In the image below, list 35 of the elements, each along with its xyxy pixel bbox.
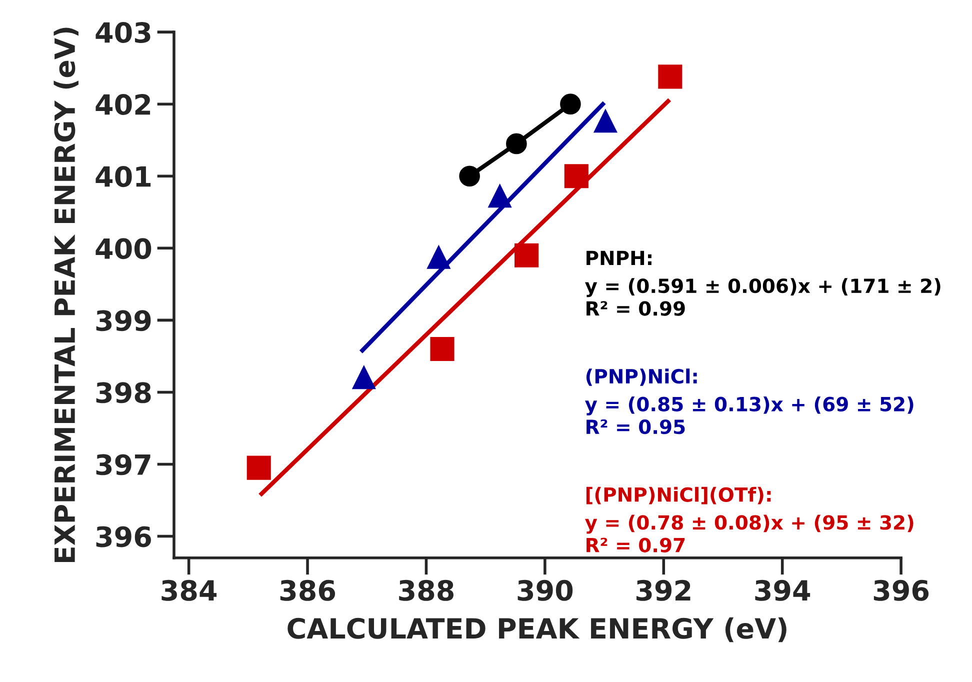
y-tick-label: 401: [96, 166, 151, 188]
y-axis-title: EXPERIMENTAL PEAK ENERGY (eV): [54, 28, 78, 562]
text: [(PNP)NiCl](OTf):: [586, 486, 771, 504]
point: [514, 243, 539, 268]
y-tick-label: 399: [96, 310, 151, 332]
x-tick-label: 384: [162, 580, 217, 601]
point: [564, 164, 588, 188]
x-tick-label: 392: [636, 580, 690, 601]
x-tick-label: 394: [755, 580, 810, 601]
text: (PNP)NiCl:: [586, 368, 697, 386]
y-tick-label: 397: [96, 454, 150, 476]
y-tick-label: 398: [96, 382, 151, 404]
point: [426, 244, 451, 269]
annotation: y = (0.85 ± 0.13)x + (69 ± 52) R² = 0.95: [585, 396, 914, 434]
y-tick-label: 403: [96, 22, 150, 43]
point: [658, 64, 682, 89]
point: [593, 108, 618, 133]
point: [488, 184, 512, 208]
point: [560, 94, 581, 114]
x-tick-label: 388: [399, 580, 454, 601]
point: [430, 336, 454, 362]
x-axis-title: CALCULATED PEAK ENERGY (eV): [288, 617, 786, 642]
x-tick-label: 386: [280, 580, 336, 601]
text: PNPH:: [586, 250, 652, 266]
y-tick-label: 400: [96, 238, 152, 260]
point: [352, 365, 376, 390]
x-tick-label: 396: [874, 580, 929, 601]
annotation: y = (0.78 ± 0.08)x + (95 ± 32) R² = 0.97: [585, 514, 914, 552]
y-tick-label: 402: [96, 94, 150, 116]
annotation: y = (0.591 ± 0.006)x + (171 ± 2) R² = 0.99: [585, 278, 940, 316]
point: [459, 166, 480, 187]
point: [246, 456, 271, 480]
x-tick-label: 390: [518, 580, 573, 601]
y-tick-label: 396: [96, 526, 151, 548]
point: [506, 133, 527, 154]
